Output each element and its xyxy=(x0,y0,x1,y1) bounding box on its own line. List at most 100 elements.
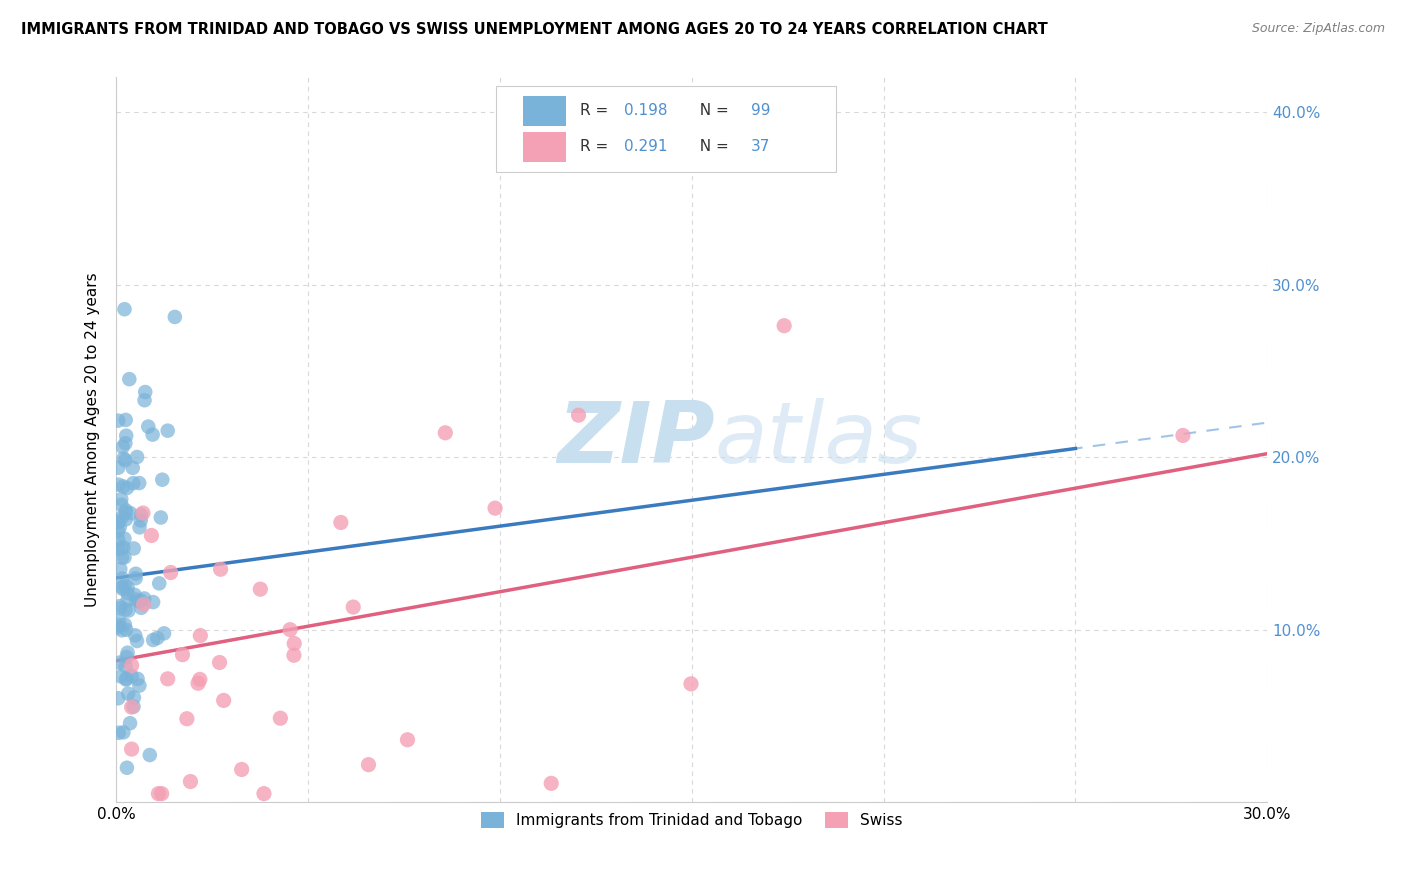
Point xyxy=(114,436,136,450)
Point xyxy=(107,725,129,739)
Point xyxy=(114,659,136,673)
Point xyxy=(253,787,276,801)
Point xyxy=(150,473,173,487)
Point xyxy=(136,419,159,434)
Point xyxy=(773,318,796,333)
Text: R =: R = xyxy=(581,139,613,154)
Point xyxy=(329,516,352,530)
Point xyxy=(118,716,141,731)
Point xyxy=(117,687,139,701)
Point xyxy=(148,576,170,591)
Point xyxy=(357,757,380,772)
Point xyxy=(112,451,135,466)
Text: IMMIGRANTS FROM TRINIDAD AND TOBAGO VS SWISS UNEMPLOYMENT AMONG AGES 20 TO 24 YE: IMMIGRANTS FROM TRINIDAD AND TOBAGO VS S… xyxy=(21,22,1047,37)
Point xyxy=(121,658,143,673)
Point xyxy=(111,550,134,565)
Point xyxy=(117,593,139,607)
Point xyxy=(163,310,186,324)
Point xyxy=(127,672,149,686)
Point xyxy=(125,450,148,464)
Point xyxy=(111,572,134,586)
Point xyxy=(142,595,165,609)
Point xyxy=(107,618,129,632)
Text: ZIP: ZIP xyxy=(557,399,714,482)
Point xyxy=(114,550,136,565)
Point xyxy=(115,428,138,442)
Point xyxy=(134,393,156,408)
Bar xyxy=(523,95,567,126)
Text: N =: N = xyxy=(689,103,733,119)
Text: R =: R = xyxy=(581,103,613,119)
Point xyxy=(115,481,138,495)
Text: 99: 99 xyxy=(751,103,770,119)
Point xyxy=(107,515,129,529)
Point xyxy=(111,440,134,454)
Point xyxy=(114,302,136,317)
Point xyxy=(107,620,129,634)
Point xyxy=(484,501,506,516)
Point xyxy=(108,656,131,670)
Point xyxy=(122,541,145,556)
Text: Source: ZipAtlas.com: Source: ZipAtlas.com xyxy=(1251,22,1385,36)
Point xyxy=(111,510,134,524)
Point xyxy=(269,711,291,725)
Point xyxy=(148,787,170,801)
Point xyxy=(129,508,152,522)
Point xyxy=(150,787,173,801)
Point xyxy=(114,453,136,467)
Point xyxy=(114,532,136,546)
Point xyxy=(124,571,146,585)
Point xyxy=(117,646,139,660)
Point xyxy=(114,617,136,632)
Point xyxy=(115,673,138,687)
Point xyxy=(396,732,419,747)
Text: atlas: atlas xyxy=(714,399,922,482)
Text: 0.291: 0.291 xyxy=(624,139,668,154)
Point xyxy=(110,498,132,512)
Point xyxy=(122,690,145,705)
Point xyxy=(110,492,132,507)
Point xyxy=(176,712,198,726)
Text: 37: 37 xyxy=(751,139,770,154)
Point xyxy=(112,541,135,555)
Point xyxy=(125,592,148,607)
Point xyxy=(108,614,131,628)
Point xyxy=(108,599,131,613)
Point xyxy=(149,510,172,524)
Text: 0.198: 0.198 xyxy=(624,103,668,119)
Point xyxy=(122,699,145,714)
Point xyxy=(283,636,305,650)
Point xyxy=(434,425,457,440)
Point xyxy=(107,414,129,428)
Point xyxy=(209,562,232,576)
Point xyxy=(179,774,201,789)
Point xyxy=(111,580,134,594)
Point xyxy=(108,520,131,534)
Point xyxy=(117,581,139,595)
Point xyxy=(110,601,132,615)
Point xyxy=(128,594,150,608)
Point xyxy=(107,515,129,529)
Point xyxy=(111,624,134,638)
Point xyxy=(107,460,129,475)
Point xyxy=(120,506,142,520)
Point xyxy=(125,566,148,581)
Point xyxy=(129,593,152,607)
Point xyxy=(146,631,169,645)
Point xyxy=(114,413,136,427)
Point xyxy=(156,424,179,438)
Point xyxy=(231,763,253,777)
Point xyxy=(114,506,136,520)
Y-axis label: Unemployment Among Ages 20 to 24 years: Unemployment Among Ages 20 to 24 years xyxy=(86,273,100,607)
Point xyxy=(128,679,150,693)
Point xyxy=(115,650,138,665)
Point xyxy=(187,676,209,690)
Point xyxy=(121,742,143,756)
Point xyxy=(107,691,129,706)
Point xyxy=(212,693,235,707)
Point xyxy=(159,566,181,580)
Point xyxy=(124,628,146,642)
Point xyxy=(142,427,165,442)
Point xyxy=(188,673,211,687)
Point xyxy=(110,541,132,556)
